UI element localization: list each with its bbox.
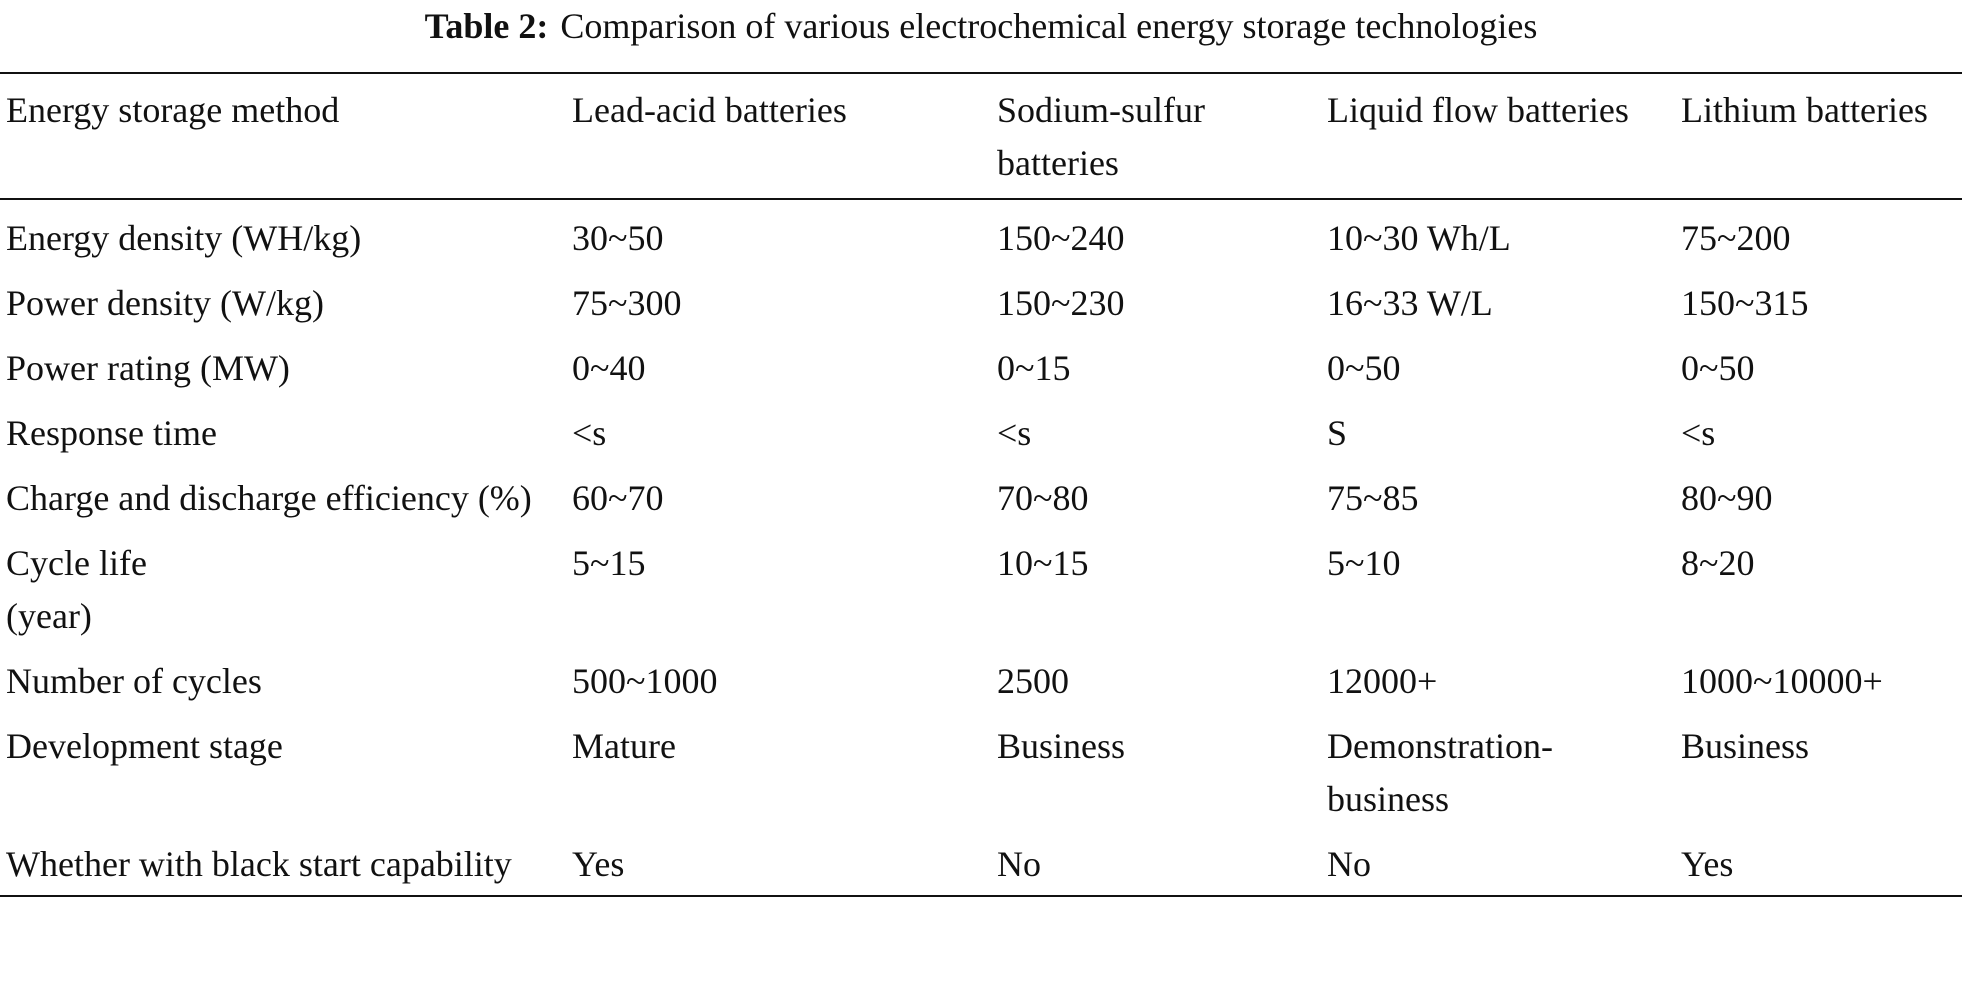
table-cell: Demonstration-business	[1327, 726, 1553, 819]
caption: Table 2: Comparison of various electroche…	[0, 2, 1962, 50]
table-cell: 0~40	[572, 348, 646, 388]
table-cell: 2500	[997, 661, 1069, 701]
table-header: Energy storage method Lead-acid batteries…	[0, 73, 1962, 200]
table-cell: 60~70	[572, 478, 664, 518]
table-row: Development stage Mature Business Demonstra…	[0, 712, 1962, 830]
table-cell: 0~15	[997, 348, 1071, 388]
table-cell: 12000+	[1327, 661, 1438, 701]
row-label: Power rating (MW)	[6, 348, 290, 388]
header-row: Energy storage method Lead-acid batteries…	[0, 73, 1962, 200]
header-cell: Liquid flow batteries	[1321, 73, 1675, 200]
table-row: Response time <s <s S <s	[0, 399, 1962, 464]
table-cell: Mature	[572, 726, 676, 766]
table-cell: 150~230	[997, 283, 1125, 323]
table-cell: No	[1327, 844, 1371, 884]
table: Energy storage method Lead-acid batteries…	[0, 72, 1962, 897]
table-cell: 75~85	[1327, 478, 1419, 518]
row-label: Whether with black start capability	[6, 844, 512, 884]
table-cell: No	[997, 844, 1041, 884]
table-row: Energy density (WH/kg) 30~50 150~240 10~30 …	[0, 199, 1962, 269]
table-body: Energy density (WH/kg) 30~50 150~240 10~30 …	[0, 199, 1962, 896]
row-label: Power density (W/kg)	[6, 283, 324, 323]
header-cell: Lead-acid batteries	[566, 73, 991, 200]
row-label: Response time	[6, 413, 217, 453]
table-cell: 16~33 W/L	[1327, 283, 1493, 323]
table-cell: Yes	[572, 844, 625, 884]
table-cell: 80~90	[1681, 478, 1773, 518]
table-row: Number of cycles 500~1000 2500 12000+ 1000~1…	[0, 647, 1962, 712]
table-cell: 70~80	[997, 478, 1089, 518]
table-cell: Business	[1681, 726, 1810, 766]
row-label: Energy density (WH/kg)	[6, 218, 362, 258]
header-cell: Lithium batteries	[1675, 73, 1962, 200]
table-cell: 10~15	[997, 543, 1089, 583]
row-label: Cycle life (year)	[6, 543, 147, 636]
table-cell: 150~315	[1681, 283, 1809, 323]
table-cell: <s	[572, 413, 607, 453]
table-cell: 10~30 Wh/L	[1327, 218, 1511, 258]
table-row: Power rating (MW) 0~40 0~15 0~50 0~50	[0, 334, 1962, 399]
table-cell: 500~1000	[572, 661, 718, 701]
row-label: Number of cycles	[6, 661, 262, 701]
caption-text: Comparison of various electrochemical en…	[560, 6, 1538, 46]
table-cell: 75~200	[1681, 218, 1791, 258]
row-label: Charge and discharge efficiency (%)	[6, 478, 532, 518]
table-cell: 5~15	[572, 543, 646, 583]
header-cell: Energy storage method	[0, 73, 566, 200]
table-cell: 75~300	[572, 283, 682, 323]
table-row: Cycle life (year) 5~15 10~15 5~10 8~20	[0, 529, 1962, 647]
caption-label: Table 2:	[424, 6, 549, 46]
table-cell: 0~50	[1327, 348, 1401, 388]
row-label: Development stage	[6, 726, 283, 766]
table-cell: <s	[1681, 413, 1716, 453]
table-cell: 5~10	[1327, 543, 1401, 583]
table-cell: S	[1327, 413, 1348, 453]
table-row: Charge and discharge efficiency (%) 60~70…	[0, 464, 1962, 529]
table-cell: <s	[997, 413, 1032, 453]
table-cell: 150~240	[997, 218, 1125, 258]
table-cell: 30~50	[572, 218, 664, 258]
table-cell: Business	[997, 726, 1126, 766]
header-cell: Sodium-sulfur batteries	[991, 73, 1321, 200]
table-cell: 1000~10000+	[1681, 661, 1883, 701]
table-cell: Yes	[1681, 844, 1734, 884]
table-row: Power density (W/kg) 75~300 150~230 16~33 W…	[0, 269, 1962, 334]
table-cell: 0~50	[1681, 348, 1755, 388]
table-row: Whether with black start capability Yes No…	[0, 830, 1962, 896]
table-cell: 8~20	[1681, 543, 1755, 583]
